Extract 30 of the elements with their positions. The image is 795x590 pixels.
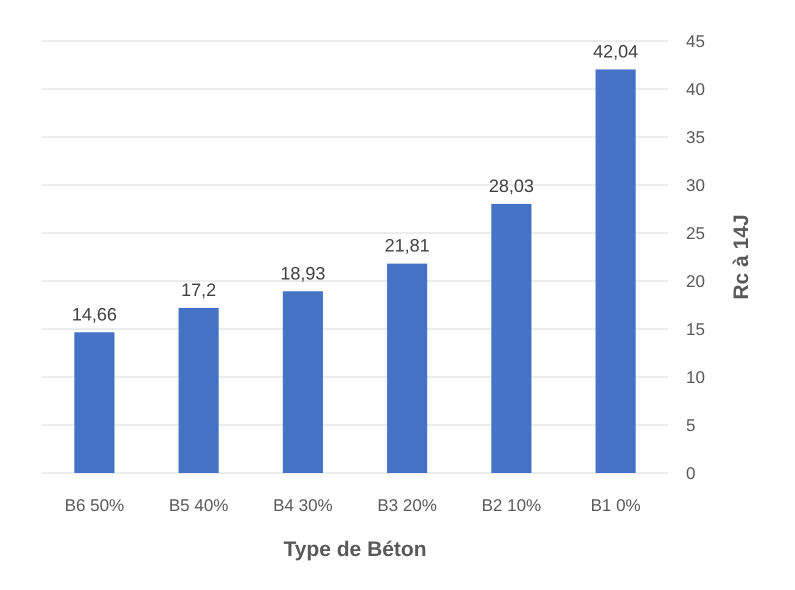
bar <box>282 291 323 473</box>
x-axis-title: Type de Béton <box>283 538 427 561</box>
y-tick-label: 40 <box>686 80 705 99</box>
bar <box>178 308 219 473</box>
y-tick-label: 25 <box>686 224 705 243</box>
bar <box>596 69 636 473</box>
data-label: 28,03 <box>488 176 534 196</box>
y-axis-title: Rc à 14J <box>730 214 753 300</box>
x-tick-label: B3 20% <box>377 496 437 515</box>
y-tick-label: 0 <box>686 464 696 483</box>
y-tick-label: 30 <box>686 176 705 195</box>
x-tick-label: B1 0% <box>590 496 641 515</box>
y-tick-label: 10 <box>686 368 705 387</box>
y-tick-label: 35 <box>686 128 705 147</box>
y-tick-label: 20 <box>686 272 705 291</box>
x-tick-label: B6 50% <box>64 496 124 515</box>
x-tick-label: B4 30% <box>273 496 333 515</box>
bar <box>74 332 114 473</box>
x-tick-label: B5 40% <box>168 496 228 515</box>
data-label: 21,81 <box>384 236 430 256</box>
data-label: 18,93 <box>280 263 326 284</box>
data-label: 14,66 <box>72 304 117 324</box>
data-label: 42,04 <box>593 41 638 62</box>
y-tick-label: 45 <box>686 32 705 51</box>
y-tick-label: 5 <box>686 416 696 435</box>
bar <box>491 204 532 473</box>
x-tick-label: B2 10% <box>482 496 542 515</box>
y-tick-label: 15 <box>686 320 705 339</box>
data-label: 17,2 <box>181 280 216 300</box>
bar <box>387 264 428 473</box>
